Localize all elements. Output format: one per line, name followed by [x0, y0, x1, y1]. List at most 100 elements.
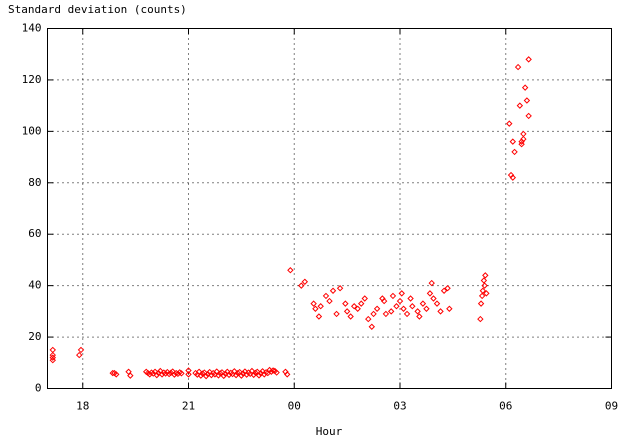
data-point — [365, 315, 372, 323]
data-point — [185, 367, 192, 374]
data-point — [511, 148, 518, 156]
data-point — [444, 285, 451, 292]
data-point — [239, 370, 247, 377]
data-point — [326, 297, 333, 305]
y-tick-label: 140 — [22, 22, 42, 35]
data-point — [255, 372, 263, 379]
data-point — [423, 305, 430, 312]
data-point — [220, 372, 227, 380]
data-point — [317, 303, 324, 310]
data-point — [109, 369, 116, 377]
data-point — [222, 370, 229, 378]
data-point — [518, 138, 525, 145]
y-tick-label: 100 — [22, 124, 42, 137]
data-point — [525, 56, 532, 63]
data-point — [202, 372, 210, 380]
data-point — [49, 354, 56, 361]
data-point — [113, 371, 120, 378]
data-point — [350, 303, 358, 310]
data-point — [257, 370, 264, 377]
data-point — [389, 292, 397, 300]
data-point — [414, 308, 421, 315]
data-point — [428, 279, 435, 287]
data-point — [322, 292, 330, 300]
data-point — [77, 346, 85, 354]
x-axis-label: Hour — [316, 425, 343, 438]
data-point — [483, 290, 490, 297]
data-point — [518, 141, 525, 148]
x-tick-label: 09 — [605, 400, 618, 413]
data-point — [440, 287, 448, 294]
data-point — [409, 303, 416, 310]
data-point — [380, 297, 388, 305]
data-point — [370, 310, 377, 318]
data-point — [368, 323, 376, 330]
data-point — [393, 303, 400, 310]
data-point — [343, 308, 351, 315]
y-tick-label: 20 — [28, 330, 41, 343]
data-point — [509, 138, 517, 145]
data-point — [525, 112, 532, 120]
data-point — [199, 370, 206, 377]
data-point — [178, 370, 185, 377]
data-point — [516, 102, 524, 109]
data-point — [262, 369, 270, 376]
y-tick-label: 0 — [35, 382, 42, 395]
data-point — [127, 372, 134, 379]
data-point — [252, 369, 259, 377]
data-point — [273, 369, 280, 376]
data-point — [361, 295, 368, 302]
data-point — [407, 295, 414, 302]
data-point — [155, 369, 162, 377]
data-point — [312, 305, 319, 312]
x-tick-label: 21 — [182, 400, 195, 413]
data-point — [480, 277, 488, 284]
data-point — [481, 282, 488, 289]
data-point — [329, 287, 337, 294]
data-point — [479, 287, 487, 294]
data-point — [238, 372, 245, 379]
y-tick-label: 60 — [28, 227, 41, 240]
data-point — [482, 272, 489, 279]
data-point — [197, 372, 205, 379]
data-point — [167, 369, 175, 377]
y-axis-label: Standard deviation (counts) — [8, 3, 187, 16]
data-point — [400, 305, 407, 312]
data-point — [185, 371, 192, 378]
data-point — [478, 292, 486, 300]
data-point — [382, 310, 390, 318]
data-point — [204, 370, 212, 378]
data-point — [310, 300, 317, 307]
data-point — [283, 371, 291, 378]
data-point — [419, 300, 427, 307]
data-point — [358, 300, 365, 307]
data-point — [347, 313, 354, 320]
data-point — [506, 120, 513, 127]
data-point — [315, 313, 323, 320]
data-point — [342, 300, 349, 307]
data-point — [437, 308, 444, 315]
data-point — [333, 310, 340, 318]
data-point — [153, 371, 160, 379]
data-point — [49, 357, 56, 364]
data-point — [416, 313, 423, 320]
data-point — [269, 367, 277, 374]
y-tick-label: 120 — [22, 73, 42, 86]
data-point — [433, 300, 441, 307]
data-point — [165, 370, 173, 378]
data-point — [396, 297, 404, 305]
data-point — [509, 174, 517, 181]
data-point — [287, 267, 294, 274]
x-tick-label: 18 — [76, 400, 89, 413]
data-point — [523, 97, 531, 104]
data-point — [234, 369, 242, 377]
data-point — [336, 285, 344, 292]
y-tick-label: 80 — [28, 176, 41, 189]
data-point — [387, 308, 395, 315]
data-point — [217, 370, 224, 377]
data-point — [521, 84, 529, 91]
y-tick-label: 40 — [28, 279, 41, 292]
data-point — [477, 315, 484, 323]
